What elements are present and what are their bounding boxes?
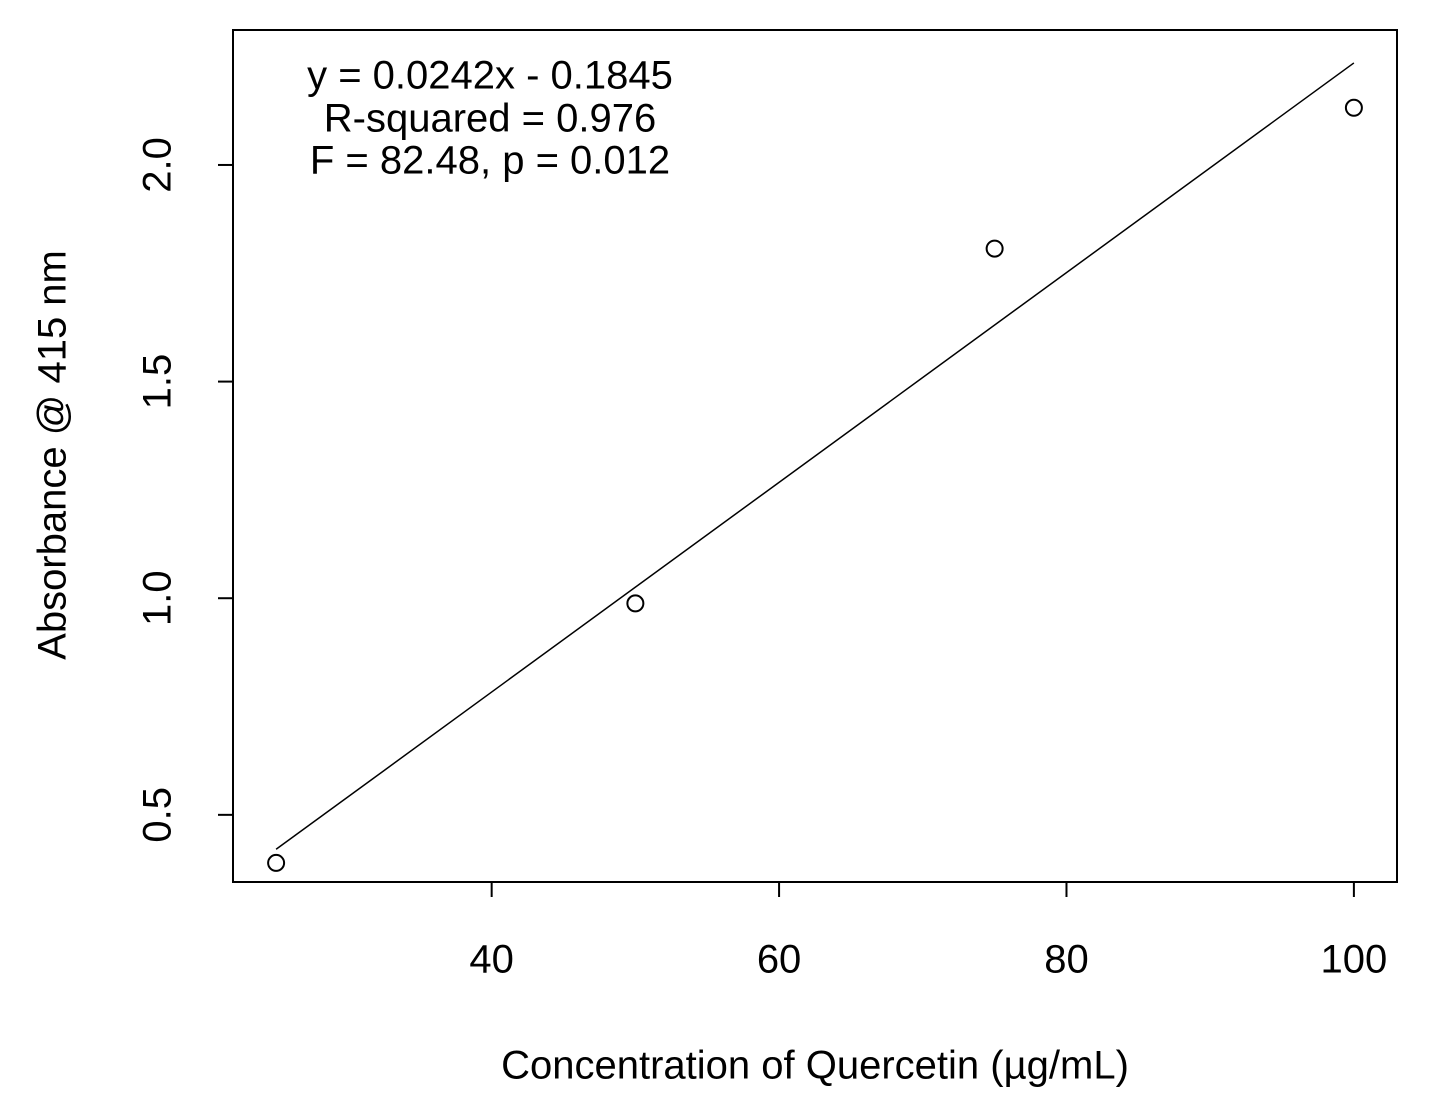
y-tick-label: 1.5 [136,354,180,410]
point [985,239,1004,258]
y-axis-label: Absorbance @ 415 nm [31,250,75,660]
y-tick-label: 2.0 [136,137,180,193]
annotation: R-squared = 0.976 [324,97,656,141]
point [1344,98,1363,117]
regression-line [275,62,1355,850]
point [626,594,645,613]
annotation: y = 0.0242x - 0.1845 [307,54,673,98]
x-tick-label: 80 [1044,938,1089,982]
x-axis-label: Concentration of Quercetin (µg/mL) [501,1044,1129,1088]
annotation: F = 82.48, p = 0.012 [310,139,670,183]
y-tick-label: 1.0 [136,570,180,626]
x-tick-label: 100 [1321,938,1388,982]
x-tick-label: 40 [469,938,514,982]
plot-frame [232,29,1398,883]
x-tick-label: 60 [757,938,802,982]
point [267,853,286,872]
y-tick-label: 0.5 [136,787,180,843]
